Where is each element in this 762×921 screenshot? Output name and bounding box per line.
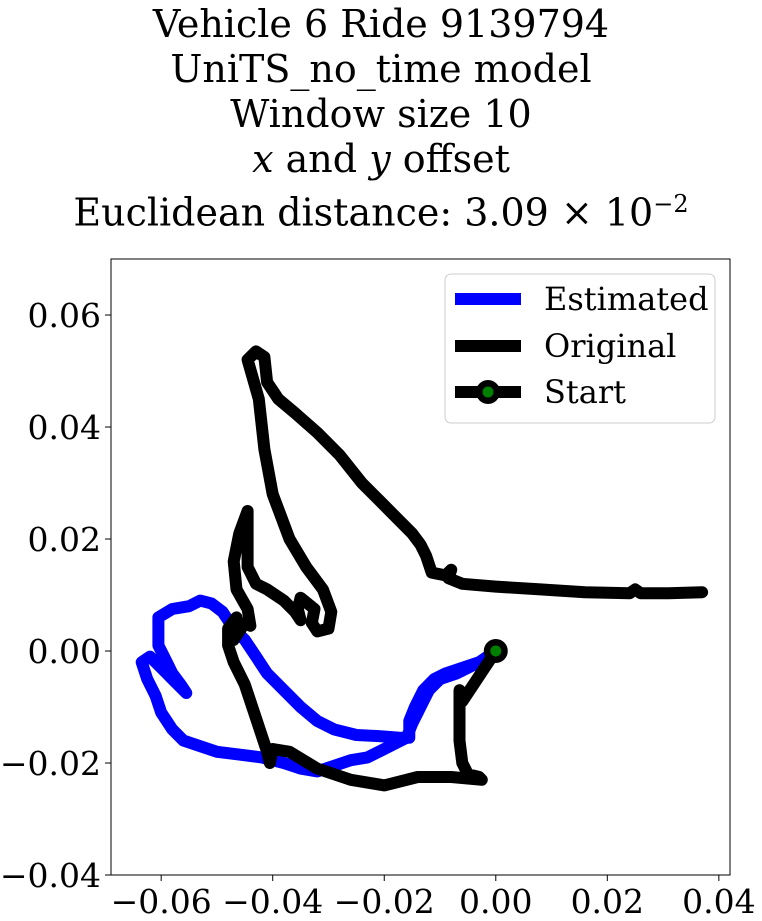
y-tick-label: 0.02 [28, 520, 101, 559]
title-line-2: UniTS_no_time model [170, 47, 592, 91]
y-tick-label: −0.04 [0, 856, 101, 895]
y-tick-label: 0.06 [28, 296, 101, 335]
x-tick-label: −0.02 [334, 882, 435, 921]
legend-label-estimated: Estimated [544, 280, 709, 318]
legend-label-start: Start [544, 373, 626, 411]
y-tick-label: 0.04 [28, 408, 101, 447]
x-tick-label: 0.04 [682, 882, 755, 921]
legend-frame [444, 273, 716, 424]
plot-frame [110, 258, 731, 876]
title-line-3: Window size 10 [230, 92, 532, 136]
chart-title: Vehicle 6 Ride 9139794 UniTS_no_time mod… [0, 2, 762, 236]
start-marker-inner [490, 645, 502, 657]
y-tick-label: −0.02 [0, 744, 101, 783]
x-tick-label: −0.04 [222, 882, 323, 921]
title-line-5: Euclidean distance: 3.09 × 10−2 [73, 190, 689, 235]
title-line-1: Vehicle 6 Ride 9139794 [152, 2, 610, 46]
title-line-4: x and y offset [252, 137, 510, 181]
series-layer [135, 345, 709, 792]
legend-handle-start-inner [482, 386, 494, 398]
series-original-line [222, 345, 709, 792]
series-estimated-line [135, 594, 502, 778]
legend: Estimated Original Start [444, 273, 716, 424]
x-tick-label: 0.02 [571, 882, 644, 921]
x-tick-label: 0.00 [459, 882, 532, 921]
y-axis-ticks: −0.04 −0.02 0.00 0.02 0.04 0.06 [0, 296, 111, 895]
y-tick-label: 0.00 [28, 632, 101, 671]
legend-label-original: Original [544, 327, 676, 365]
x-axis-ticks: −0.06 −0.04 −0.02 0.00 0.02 0.04 [111, 875, 756, 921]
x-tick-label: −0.06 [111, 882, 212, 921]
